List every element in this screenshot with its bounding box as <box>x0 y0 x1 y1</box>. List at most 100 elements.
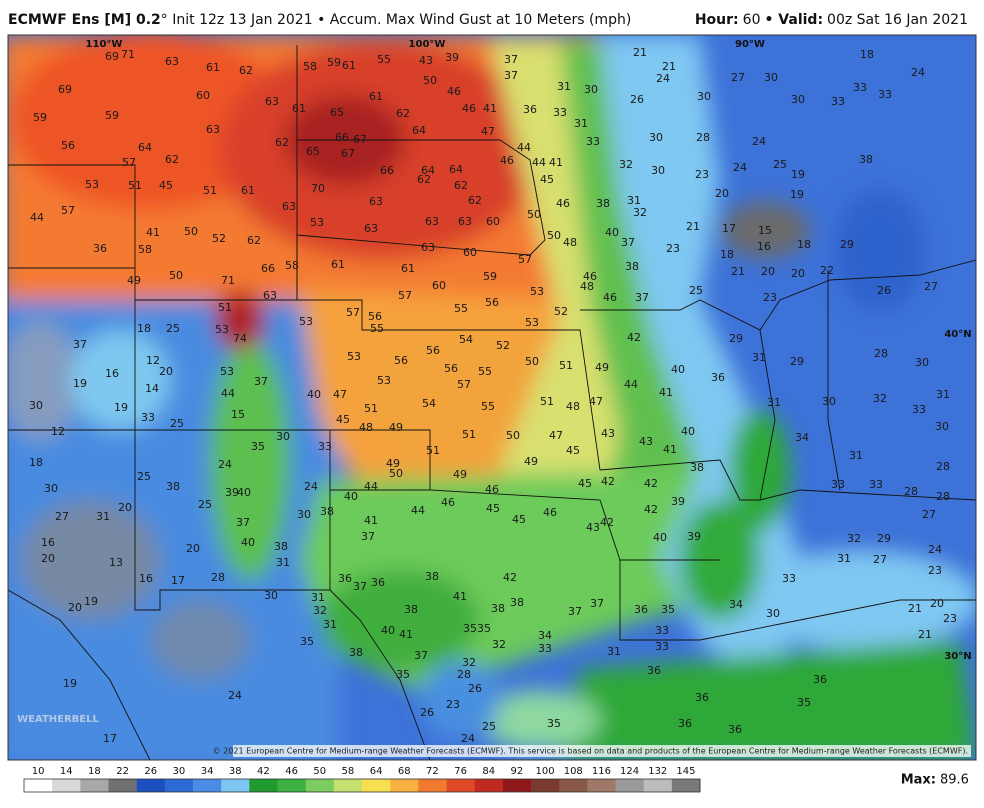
value-label: 20 <box>68 601 82 614</box>
value-label: 24 <box>911 66 925 79</box>
colorbar-tick-label: 84 <box>482 766 495 777</box>
value-label: 44 <box>624 378 638 391</box>
value-label: 33 <box>831 478 845 491</box>
hour-label: Hour: <box>695 12 739 28</box>
value-label: 30 <box>276 430 290 443</box>
value-label: 38 <box>690 461 704 474</box>
value-label: 20 <box>930 597 944 610</box>
value-label: 38 <box>349 646 363 659</box>
value-label: 40 <box>307 388 321 401</box>
value-label: 43 <box>419 54 433 67</box>
value-label: 56 <box>426 344 440 357</box>
value-label: 50 <box>506 429 520 442</box>
value-label: 37 <box>414 649 428 662</box>
colorbar-tick-label: 38 <box>229 766 242 777</box>
value-label: 35 <box>477 622 491 635</box>
value-label: 53 <box>85 178 99 191</box>
value-label: 49 <box>524 455 538 468</box>
value-label: 30 <box>697 90 711 103</box>
value-label: 61 <box>331 258 345 271</box>
colorbar-swatch <box>221 779 250 792</box>
value-label: 23 <box>943 612 957 625</box>
value-label: 44 <box>411 504 425 517</box>
value-label: 63 <box>364 222 378 235</box>
value-label: 40 <box>681 425 695 438</box>
colorbar-swatch <box>615 779 645 792</box>
value-label: 52 <box>554 305 568 318</box>
colorbar-tick-label: 100 <box>536 766 555 777</box>
colorbar-swatch <box>52 779 81 792</box>
value-label: 43 <box>639 435 653 448</box>
value-label: 24 <box>228 689 242 702</box>
value-label: 17 <box>171 574 185 587</box>
colorbar-tick-label: 108 <box>564 766 583 777</box>
value-label: 52 <box>496 339 510 352</box>
value-label: 71 <box>121 48 135 61</box>
value-label: 20 <box>118 501 132 514</box>
value-label: 69 <box>105 50 119 63</box>
value-label: 57 <box>122 156 136 169</box>
value-label: 49 <box>389 421 403 434</box>
value-label: 58 <box>303 60 317 73</box>
value-label: 20 <box>761 265 775 278</box>
value-label: 33 <box>553 106 567 119</box>
value-label: 65 <box>330 106 344 119</box>
value-label: 42 <box>600 516 614 529</box>
value-label: 37 <box>361 530 375 543</box>
value-label: 35 <box>463 622 477 635</box>
value-label: 28 <box>904 485 918 498</box>
value-label: 51 <box>426 444 440 457</box>
value-label: 51 <box>540 395 554 408</box>
value-label: 28 <box>457 668 471 681</box>
value-label: 18 <box>797 238 811 251</box>
value-label: 48 <box>563 236 577 249</box>
value-label: 33 <box>655 624 669 637</box>
value-label: 37 <box>568 605 582 618</box>
value-label: 19 <box>63 677 77 690</box>
value-label: 33 <box>538 642 552 655</box>
value-label: 32 <box>633 206 647 219</box>
colorbar-tick-label: 26 <box>144 766 157 777</box>
value-label: 37 <box>73 338 87 351</box>
value-label: 43 <box>601 427 615 440</box>
colorbar-swatch <box>305 779 335 792</box>
value-label: 67 <box>353 133 367 146</box>
value-label: 53 <box>530 285 544 298</box>
latitude-label: 30°N <box>944 651 971 662</box>
value-label: 66 <box>335 131 349 144</box>
value-label: 38 <box>491 602 505 615</box>
value-label: 37 <box>504 69 518 82</box>
value-label: 56 <box>61 139 75 152</box>
value-label: 30 <box>651 164 665 177</box>
value-label: 60 <box>196 89 210 102</box>
value-label: 30 <box>764 71 778 84</box>
value-label: 17 <box>722 222 736 235</box>
value-label: 26 <box>468 682 482 695</box>
value-label: 42 <box>644 503 658 516</box>
value-label: 31 <box>627 194 641 207</box>
value-label: 38 <box>625 260 639 273</box>
value-label: 40 <box>344 490 358 503</box>
value-label: 55 <box>481 400 495 413</box>
value-label: 62 <box>247 234 261 247</box>
value-label: 21 <box>908 602 922 615</box>
value-label: 62 <box>468 194 482 207</box>
value-label: 46 <box>603 291 617 304</box>
colorbar-tick-label: 92 <box>511 766 524 777</box>
value-label: 36 <box>647 664 661 677</box>
value-label: 45 <box>336 413 350 426</box>
value-label: 30 <box>822 395 836 408</box>
value-label: 36 <box>93 242 107 255</box>
colorbar-swatch <box>474 779 504 792</box>
value-label: 51 <box>218 301 232 314</box>
value-label: 62 <box>275 136 289 149</box>
value-label: 40 <box>653 531 667 544</box>
value-label: 24 <box>656 72 670 85</box>
colorbar-swatch <box>277 779 307 792</box>
value-label: 62 <box>417 173 431 186</box>
value-label: 54 <box>459 333 473 346</box>
value-label: 63 <box>425 215 439 228</box>
value-label: 19 <box>790 188 804 201</box>
value-label: 49 <box>127 274 141 287</box>
